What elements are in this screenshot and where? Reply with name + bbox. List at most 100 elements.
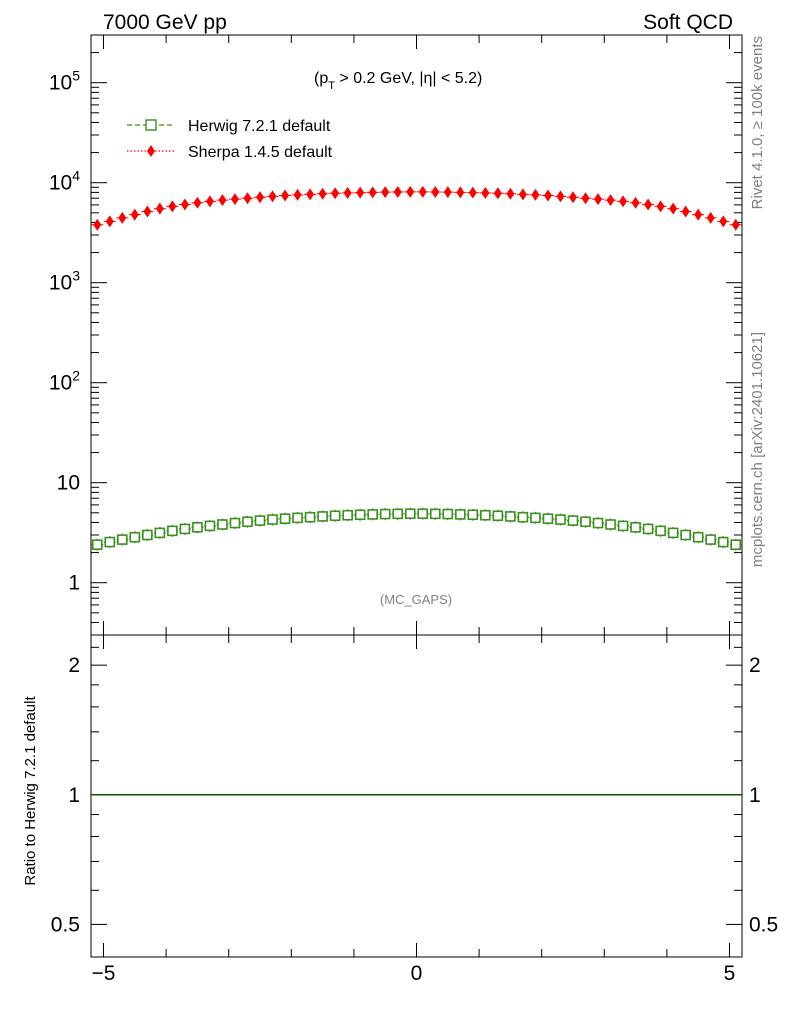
sherpa-point <box>531 188 540 201</box>
sherpa-point <box>281 189 290 202</box>
herwig-point <box>505 511 516 522</box>
sherpa-point <box>606 194 615 207</box>
herwig-point <box>367 509 378 520</box>
ratio-y-tick-label-right: 1 <box>749 784 761 807</box>
herwig-point <box>580 516 591 528</box>
herwig-point <box>229 517 241 529</box>
sherpa-point <box>619 195 628 208</box>
herwig-point <box>717 536 729 548</box>
x-tick-label: 0 <box>411 962 423 985</box>
main-y-tick-label: 1 <box>68 572 80 595</box>
header-right: Soft QCD <box>643 11 733 34</box>
herwig-point <box>329 510 341 522</box>
herwig-point <box>567 515 579 526</box>
mcplots-label: mcplots.cern.ch [arXiv:2401.10621] <box>749 332 766 567</box>
sherpa-point <box>656 200 665 213</box>
herwig-point <box>692 531 704 543</box>
sherpa-point <box>168 200 177 213</box>
herwig-point <box>242 516 253 528</box>
sherpa-point <box>556 190 565 203</box>
sherpa-point <box>669 202 678 215</box>
sherpa-point <box>418 185 427 198</box>
herwig-point <box>442 508 454 520</box>
herwig-point <box>705 534 717 545</box>
ratio-y-tick-label-right: 0.5 <box>749 913 778 936</box>
main-y-tick-label: 10 <box>57 472 80 495</box>
herwig-point <box>392 508 404 520</box>
main-y-tick-labels: 1 10 102 103 104 105 <box>49 68 80 595</box>
sherpa-point <box>506 187 515 200</box>
legend-sherpa-label: Sherpa 1.4.5 default <box>188 144 333 161</box>
legend-herwig-label: Herwig 7.2.1 default <box>188 118 331 135</box>
herwig-point <box>379 508 391 520</box>
herwig-point <box>517 511 529 523</box>
sherpa-point <box>568 191 577 204</box>
herwig-point <box>129 531 141 543</box>
herwig-point <box>179 523 191 535</box>
sherpa-point <box>381 186 390 199</box>
herwig-point <box>642 523 654 535</box>
sherpa-point <box>431 185 440 198</box>
sherpa-point <box>356 186 365 199</box>
title-open: (p <box>314 70 328 87</box>
sherpa-point <box>193 196 202 209</box>
sherpa-point <box>644 198 653 211</box>
herwig-point <box>530 512 541 524</box>
herwig-point <box>204 520 216 532</box>
sherpa-point <box>130 208 139 221</box>
sherpa-point <box>694 208 703 221</box>
herwig-point <box>317 511 328 522</box>
herwig-point <box>279 513 291 524</box>
herwig-series <box>91 507 742 551</box>
sherpa-point <box>268 190 277 203</box>
herwig-point <box>217 519 228 530</box>
analysis-watermark: (MC_GAPS) <box>380 592 452 607</box>
sherpa-point <box>443 186 452 199</box>
herwig-point <box>680 529 691 541</box>
herwig-point <box>730 539 742 550</box>
sherpa-point <box>343 186 352 199</box>
herwig-point <box>154 527 166 539</box>
header-left: 7000 GeV pp <box>103 11 227 34</box>
ratio-y-axis-label: Ratio to Herwig 7.2.1 default <box>22 696 39 886</box>
herwig-point <box>617 520 629 532</box>
herwig-point <box>142 529 153 541</box>
sherpa-series <box>91 185 742 231</box>
herwig-point <box>91 539 103 550</box>
sherpa-point <box>706 211 715 224</box>
sherpa-point <box>155 202 164 215</box>
ratio-plot-frame <box>90 634 743 958</box>
sherpa-point <box>230 193 239 206</box>
sherpa-point <box>581 192 590 205</box>
sherpa-point <box>393 185 402 198</box>
sherpa-point <box>243 192 252 205</box>
sherpa-point <box>118 211 127 224</box>
herwig-point <box>492 510 504 522</box>
sherpa-point <box>293 188 302 201</box>
herwig-point <box>429 508 441 520</box>
x-tick-label: −5 <box>92 962 116 985</box>
title-sub: T <box>328 80 335 92</box>
herwig-point <box>292 512 303 524</box>
herwig-point <box>655 525 666 537</box>
sherpa-point <box>719 215 728 228</box>
legend: Herwig 7.2.1 default Sherpa 1.4.5 defaul… <box>127 118 333 161</box>
x-tick-label: 5 <box>724 962 736 985</box>
x-tick-labels: −5 0 5 <box>92 962 736 985</box>
sherpa-point <box>731 218 740 231</box>
ratio-axis-ticks <box>91 635 742 957</box>
sherpa-point <box>318 187 327 200</box>
herwig-point <box>605 519 616 530</box>
sherpa-point <box>481 186 490 199</box>
main-y-tick-label: 105 <box>49 68 80 95</box>
sherpa-point <box>93 218 102 231</box>
legend-sherpa-marker <box>147 145 155 157</box>
herwig-point <box>254 515 266 526</box>
main-y-tick-label: 104 <box>49 168 80 195</box>
herwig-point <box>467 509 479 521</box>
rivet-label: Rivet 4.1.0, ≥ 100k events <box>749 36 766 209</box>
herwig-point <box>455 509 466 520</box>
sherpa-point <box>456 186 465 199</box>
ratio-y-tick-label-right: 2 <box>749 654 761 677</box>
herwig-point <box>342 509 353 521</box>
